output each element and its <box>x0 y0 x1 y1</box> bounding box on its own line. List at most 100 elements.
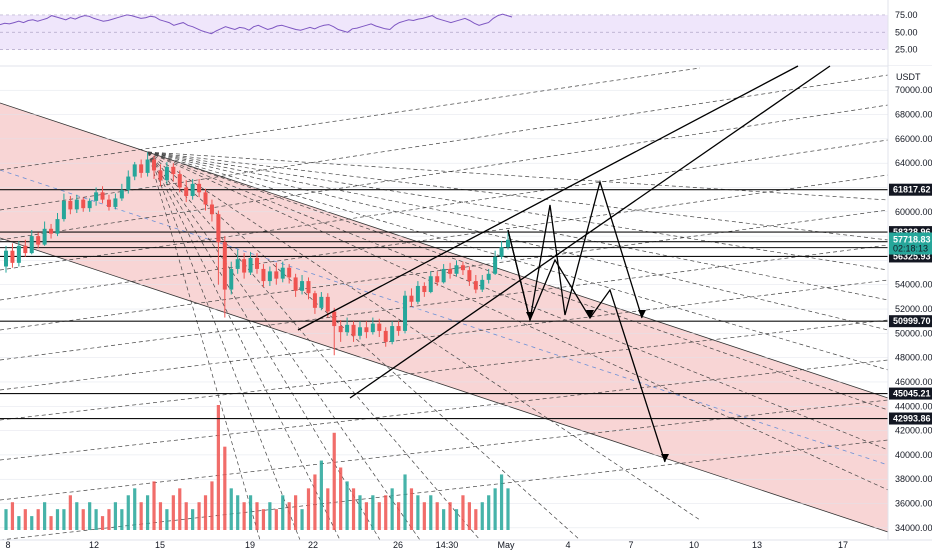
level-tag <box>889 183 932 196</box>
wedge-upper <box>297 65 799 331</box>
volume-bar <box>81 509 85 530</box>
time-tick-label: 7 <box>628 540 633 550</box>
price-tick-label: 48000.00 <box>895 353 932 363</box>
fan-ray <box>147 151 889 241</box>
volume-bar <box>210 481 214 530</box>
countdown-label: 02:18:13 <box>893 244 928 254</box>
price-tick-label: 68000.00 <box>895 110 932 120</box>
candle-body <box>293 277 298 291</box>
volume-bar <box>416 495 420 530</box>
level-tag <box>889 387 932 400</box>
descending-channel <box>0 102 889 533</box>
candle-body <box>422 285 427 293</box>
volume-bars <box>4 405 510 530</box>
rsi-level-label: 25.00 <box>895 45 918 55</box>
volume-bar <box>255 502 259 530</box>
candle-body <box>10 250 15 263</box>
rsi-line <box>0 13 513 35</box>
fan-parallel <box>0 359 889 461</box>
candle-body <box>184 187 189 196</box>
volume-bar <box>339 467 343 530</box>
time-tick-label: 4 <box>565 540 570 550</box>
level-tag-label: 45045.21 <box>893 389 931 399</box>
candle-body <box>409 295 414 302</box>
price-tick-label: 66000.00 <box>895 134 932 144</box>
candle-body <box>119 189 124 199</box>
channel-mid <box>0 169 889 466</box>
candle-body <box>74 199 79 210</box>
current-price-label: 57718.83 <box>893 235 931 245</box>
channel-bottom <box>0 237 889 533</box>
time-axis-bg <box>0 540 932 550</box>
candle-body <box>49 228 54 234</box>
candle-body <box>506 239 510 248</box>
horizontal-levels <box>0 189 888 420</box>
fan-parallel <box>0 139 889 271</box>
candle-body <box>126 176 131 190</box>
price-tick-label: 70000.00 <box>895 85 932 95</box>
candle-body <box>364 327 369 333</box>
time-tick-label: 10 <box>689 540 699 550</box>
current-price-tag <box>889 232 932 255</box>
volume-bar <box>152 481 156 530</box>
fan-ray <box>147 151 701 521</box>
volume-bar <box>43 502 47 530</box>
volume-bar <box>480 502 484 530</box>
candle-body <box>357 327 362 336</box>
volume-bar <box>229 488 233 530</box>
candle-body <box>300 281 305 291</box>
fan-ray <box>147 151 261 541</box>
volume-bar <box>100 516 105 530</box>
currency-label: USDT <box>896 72 921 82</box>
price-tick-label: 38000.00 <box>895 474 932 484</box>
candle-body <box>319 296 324 308</box>
price-tick-label: 34000.00 <box>895 523 932 533</box>
volume-bar <box>332 432 336 530</box>
fan-ray <box>147 151 889 331</box>
candle-body <box>139 164 144 173</box>
volume-bar <box>236 495 240 530</box>
volume-bar <box>23 509 27 530</box>
volume-bar <box>88 502 92 530</box>
arrow-head <box>586 310 594 318</box>
candle-body <box>190 183 195 196</box>
volume-bar <box>178 488 182 530</box>
arrow-head <box>661 454 669 462</box>
candle-body <box>242 259 247 273</box>
candle-body <box>345 324 350 333</box>
candle-body <box>209 204 214 215</box>
volume-bar <box>171 495 175 530</box>
candles <box>4 152 510 356</box>
volume-bar <box>274 509 278 530</box>
volume-bar <box>384 495 388 530</box>
projection-drawings <box>297 65 831 463</box>
volume-bar <box>203 495 208 530</box>
candle-body <box>106 199 111 207</box>
volume-bar <box>306 488 311 530</box>
candle-body <box>145 159 150 173</box>
candle-body <box>4 250 8 267</box>
time-tick-label: 22 <box>308 540 318 550</box>
time-tick-label: 17 <box>838 540 848 550</box>
candle-body <box>325 296 330 312</box>
fan-parallel <box>0 67 701 171</box>
volume-bar <box>281 495 285 530</box>
level-tag-label: 61817.62 <box>893 185 931 195</box>
volume-bar <box>364 502 369 530</box>
candle-body <box>274 271 279 279</box>
volume-bar <box>94 509 98 530</box>
candle-body <box>55 219 60 234</box>
volume-bar <box>429 495 433 530</box>
candle-body <box>68 200 73 210</box>
candle-body <box>29 236 34 254</box>
level-tag-label: 58328.96 <box>893 227 931 237</box>
volume-bar <box>261 509 266 530</box>
volume-bar <box>287 502 291 530</box>
candle-body <box>261 268 266 282</box>
fan-ray <box>147 151 381 541</box>
candle-body <box>467 270 472 282</box>
volume-bar <box>68 495 72 530</box>
candle-body <box>448 268 453 274</box>
candle-body <box>164 166 169 181</box>
